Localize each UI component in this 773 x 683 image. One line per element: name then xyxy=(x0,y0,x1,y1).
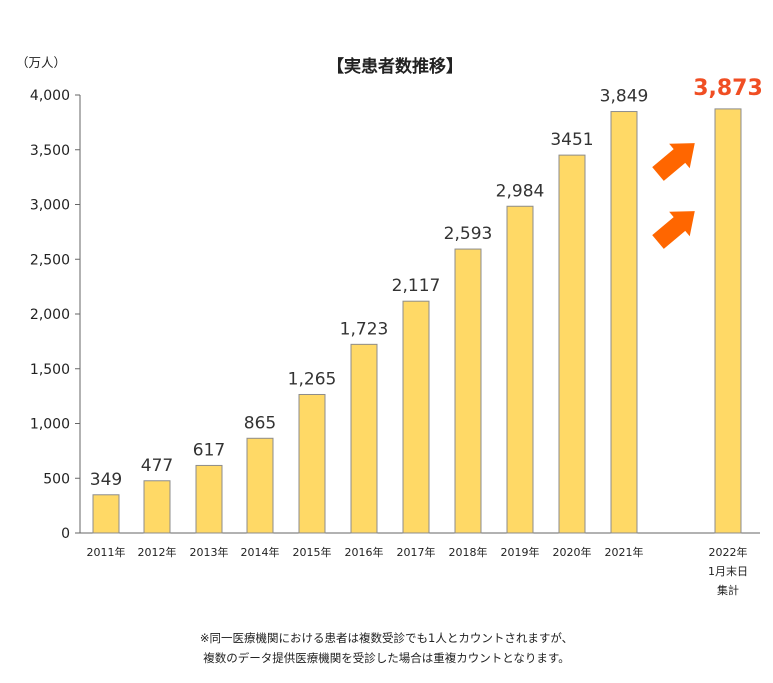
x-tick-label: 2011年 xyxy=(87,545,126,559)
bar-value-label: 1,723 xyxy=(340,319,389,339)
bar xyxy=(143,480,171,534)
y-tick-label: 0 xyxy=(61,526,70,542)
y-tick-label: 3,000 xyxy=(30,198,70,214)
bar-value-label: 3,873 xyxy=(693,76,763,101)
bar-value-label: 477 xyxy=(141,456,173,476)
growth-arrow-icon xyxy=(652,143,695,181)
bar-value-label: 3451 xyxy=(550,130,593,150)
bar xyxy=(558,154,586,534)
bar xyxy=(402,300,430,534)
bar xyxy=(298,393,326,534)
bar xyxy=(610,111,638,534)
x-tick-label: 集計 xyxy=(717,583,739,597)
x-tick-label: 2021年 xyxy=(605,545,644,559)
y-tick-label: 3,500 xyxy=(30,143,70,159)
x-tick-label: 2014年 xyxy=(241,545,280,559)
x-tick-label: 2020年 xyxy=(553,545,592,559)
bar xyxy=(350,343,378,534)
y-tick-label: 500 xyxy=(43,471,70,487)
x-tick-label: 2022年 xyxy=(709,545,748,559)
bar xyxy=(246,437,274,534)
bar-value-label: 2,984 xyxy=(496,181,545,201)
x-tick-label: 1月末日 xyxy=(708,564,748,578)
bar xyxy=(195,464,223,534)
x-tick-label: 2016年 xyxy=(345,545,384,559)
y-tick-label: 1,000 xyxy=(30,417,70,433)
bar-value-label: 2,593 xyxy=(444,224,493,244)
bar-value-label: 1,265 xyxy=(288,369,337,389)
bar xyxy=(454,248,482,534)
y-axis-unit-label: （万人） xyxy=(16,55,66,70)
x-tick-label: 2012年 xyxy=(138,545,177,559)
bar-value-label: 349 xyxy=(90,470,122,490)
growth-arrow-icon xyxy=(652,211,695,249)
x-tick-label: 2019年 xyxy=(501,545,540,559)
x-tick-label: 2017年 xyxy=(397,545,436,559)
y-tick-label: 2,000 xyxy=(30,307,70,323)
y-tick-label: 4,000 xyxy=(30,88,70,104)
y-tick-label: 2,500 xyxy=(30,252,70,268)
bar xyxy=(714,108,742,534)
bar-value-label: 3,849 xyxy=(600,87,649,107)
bar-value-label: 2,117 xyxy=(392,276,441,296)
footnote-line-1: ※同一医療機関における患者は複数受診でも1人とカウントされますが、 xyxy=(199,631,574,645)
y-tick-label: 1,500 xyxy=(30,362,70,378)
bar xyxy=(92,494,120,534)
bar-value-label: 865 xyxy=(244,413,276,433)
bar-value-label: 617 xyxy=(193,440,225,460)
x-tick-label: 2018年 xyxy=(449,545,488,559)
bar xyxy=(506,205,534,534)
x-tick-label: 2015年 xyxy=(293,545,332,559)
chart-title: 【実患者数推移】 xyxy=(327,56,463,77)
footnote-line-2: 複数のデータ提供医療機関を受診した場合は重複カウントとなります。 xyxy=(203,651,570,665)
x-tick-label: 2013年 xyxy=(190,545,229,559)
